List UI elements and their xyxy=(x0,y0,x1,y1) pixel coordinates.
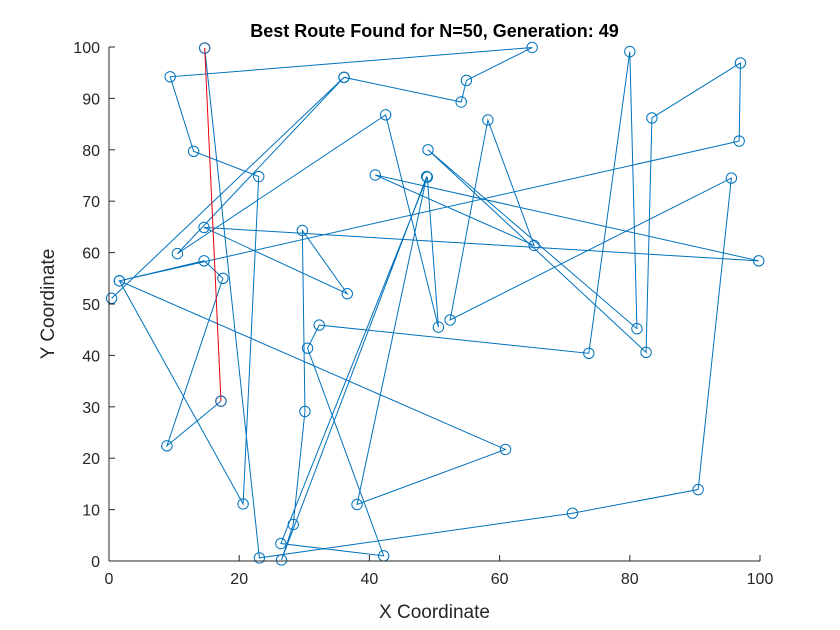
city-marker xyxy=(528,239,540,252)
city-marker xyxy=(526,41,538,54)
y-tick-label: 90 xyxy=(82,91,100,108)
city-marker xyxy=(420,170,433,183)
city-marker xyxy=(313,319,325,331)
city-marker xyxy=(275,537,287,550)
y-tick-label: 0 xyxy=(91,554,100,571)
x-tick-label: 80 xyxy=(621,571,639,588)
city-marker xyxy=(753,255,765,267)
city-marker xyxy=(296,224,309,237)
city-marker xyxy=(113,275,126,287)
x-tick-label: 20 xyxy=(230,571,248,588)
city-marker xyxy=(455,96,467,108)
route-layer xyxy=(111,47,759,561)
city-marker xyxy=(482,114,494,126)
x-axis-label: X Coordinate xyxy=(379,602,490,623)
x-tick-label: 100 xyxy=(747,571,774,588)
city-marker xyxy=(171,247,184,260)
city-marker xyxy=(566,507,579,519)
city-marker xyxy=(301,342,314,354)
city-marker xyxy=(734,57,747,69)
city-marker xyxy=(351,498,363,511)
y-tick-label: 30 xyxy=(82,400,100,417)
city-marker xyxy=(287,518,299,531)
y-tick-label: 80 xyxy=(82,143,100,160)
city-marker xyxy=(444,314,456,326)
chart-title: Best Route Found for N=50, Generation: 4… xyxy=(250,21,619,41)
city-marker xyxy=(237,498,249,510)
y-tick-label: 70 xyxy=(82,194,100,211)
y-tick-label: 40 xyxy=(82,348,100,365)
city-marker xyxy=(725,172,738,184)
city-marker xyxy=(275,554,288,566)
plot-area xyxy=(109,47,760,561)
x-tick-label: 60 xyxy=(491,571,509,588)
x-tick-label: 40 xyxy=(361,571,379,588)
city-marker xyxy=(299,405,311,418)
closing-segment-line xyxy=(204,48,222,402)
city-marker xyxy=(164,71,176,83)
y-tick-label: 100 xyxy=(73,40,100,57)
city-marker xyxy=(338,71,350,84)
city-marker xyxy=(422,144,434,156)
city-marker xyxy=(369,169,381,181)
marker-layer xyxy=(105,41,765,566)
city-marker xyxy=(460,74,473,87)
x-ticks: 0 20 40 60 80 100 xyxy=(105,555,774,588)
city-marker xyxy=(198,221,210,234)
city-marker xyxy=(583,347,595,360)
city-marker xyxy=(253,552,266,564)
y-tick-label: 60 xyxy=(82,246,100,263)
route-line xyxy=(111,47,759,561)
city-marker xyxy=(187,145,200,158)
city-marker xyxy=(733,135,745,147)
y-tick-label: 10 xyxy=(82,503,100,520)
city-marker xyxy=(379,109,392,121)
city-marker xyxy=(646,112,658,124)
city-marker xyxy=(215,395,227,407)
y-tick-label: 20 xyxy=(82,451,100,468)
city-marker xyxy=(199,42,211,54)
city-marker xyxy=(640,346,652,359)
city-marker xyxy=(631,322,643,335)
y-ticks: 0 10 20 30 40 50 60 70 80 90 100 xyxy=(73,40,115,571)
city-marker xyxy=(198,255,210,267)
city-marker xyxy=(499,443,512,456)
y-axis-label: Y Coordinate xyxy=(38,249,59,360)
city-marker xyxy=(692,483,704,496)
city-marker xyxy=(432,321,445,333)
city-marker xyxy=(217,272,229,284)
city-marker xyxy=(341,288,353,300)
city-marker xyxy=(161,440,173,452)
city-marker xyxy=(253,170,265,183)
city-marker xyxy=(624,45,636,58)
y-tick-label: 50 xyxy=(82,297,100,314)
x-tick-label: 0 xyxy=(105,571,114,588)
